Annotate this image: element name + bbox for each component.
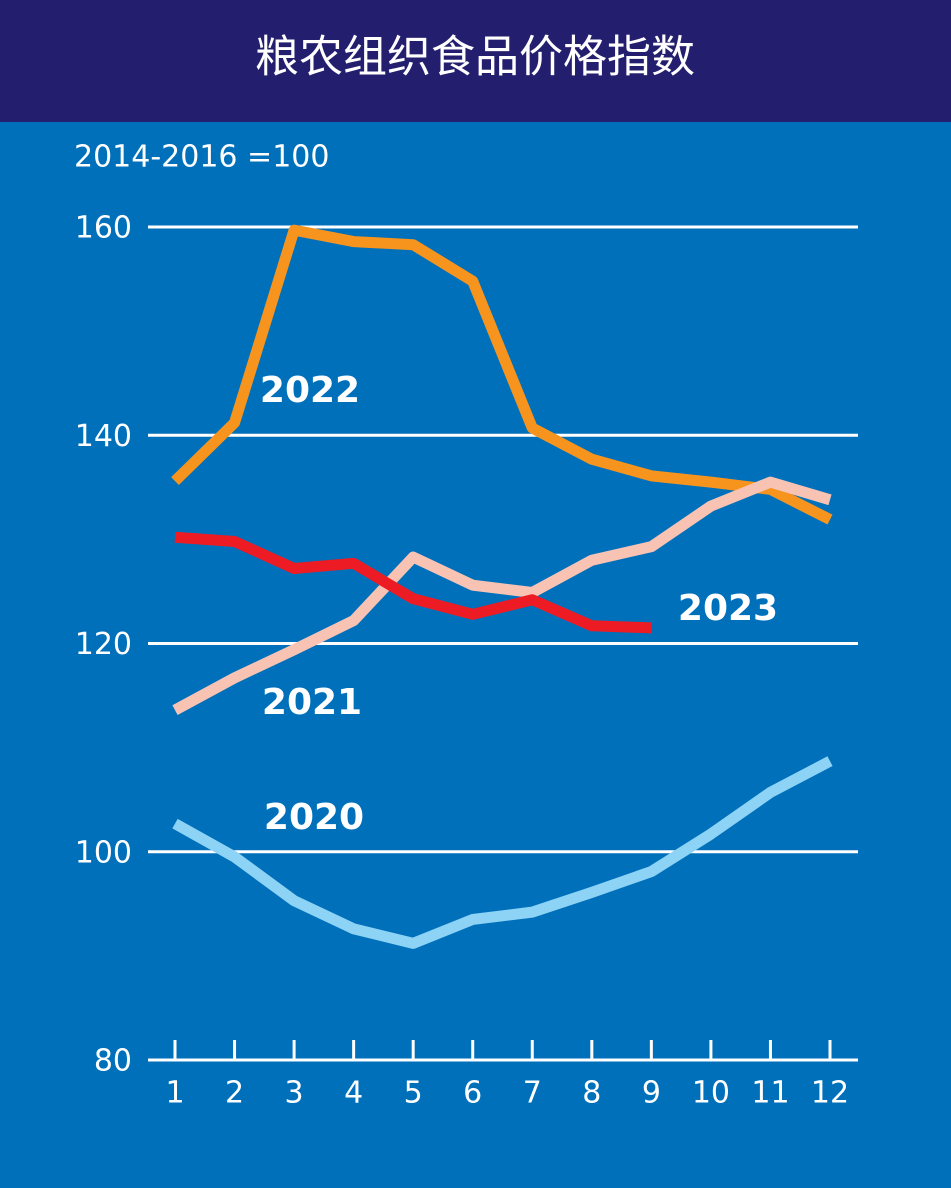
x-tick-label: 12 [811, 1076, 849, 1111]
x-tick-label: 1 [165, 1076, 184, 1111]
subtitle: 2014-2016 =100 [74, 140, 329, 175]
y-tick-label: 80 [94, 1044, 132, 1079]
x-tick-label: 2 [225, 1076, 244, 1111]
y-tick-label: 140 [75, 419, 132, 454]
series-line [174, 531, 652, 634]
x-tick-label: 9 [642, 1076, 661, 1111]
series-line [172, 476, 832, 715]
x-tick-label: 10 [692, 1076, 730, 1111]
series-line [172, 756, 833, 949]
x-tick-label: 8 [582, 1076, 601, 1111]
y-tick-label: 120 [75, 627, 132, 662]
x-tick-label: 11 [751, 1076, 789, 1111]
x-tick-label: 5 [404, 1076, 423, 1111]
title-bar [0, 0, 951, 122]
x-tick-label: 4 [344, 1076, 363, 1111]
series-label: 2023 [678, 588, 778, 629]
x-tick-label: 7 [523, 1076, 542, 1111]
series-label: 2020 [264, 797, 364, 838]
chart-title: 粮农组织食品价格指数 [255, 32, 695, 83]
x-tick-label: 3 [285, 1076, 304, 1111]
series-label: 2022 [260, 370, 360, 411]
y-tick-label: 100 [75, 835, 132, 870]
series-label: 2021 [262, 682, 362, 723]
series-line [171, 224, 833, 525]
x-tick-label: 6 [463, 1076, 482, 1111]
y-tick-label: 160 [75, 211, 132, 246]
